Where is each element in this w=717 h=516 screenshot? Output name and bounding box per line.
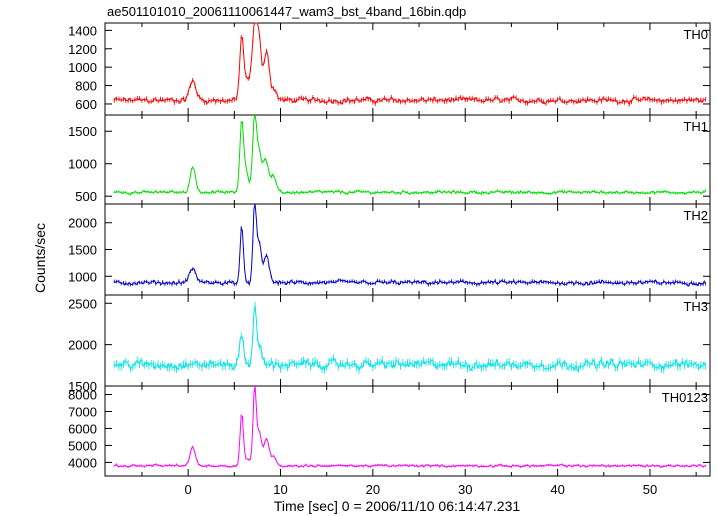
panel-frame	[104, 114, 711, 205]
x-axis-label: Time [sec] 0 = 2006/11/10 06:14:47.231	[274, 498, 521, 514]
series-line-th1	[114, 114, 706, 196]
panel-label: TH3	[683, 299, 708, 314]
x-tick-label: 10	[273, 482, 287, 497]
y-tick-label: 2000	[68, 216, 97, 231]
error-bars-th0	[113, 23, 706, 107]
y-axis-label: Counts/sec	[32, 223, 48, 293]
y-tick-label: 6000	[68, 421, 97, 436]
panel-th0: 600 800 1000 1200 1400 TH0	[68, 22, 711, 116]
series-line-th2	[113, 203, 706, 288]
y-tick-label: 1500	[68, 124, 97, 139]
y-tick-label: 2000	[68, 338, 97, 353]
y-tick-label: 1400	[68, 23, 97, 38]
y-tick-label: 5000	[68, 438, 97, 453]
y-tick-label: 8000	[68, 387, 97, 402]
y-tick-label: 500	[75, 189, 97, 204]
x-tick-label: 0	[185, 482, 192, 497]
y-tick-label: 4000	[68, 455, 97, 470]
y-tick-label: 1500	[68, 379, 97, 394]
panel-label: TH1	[683, 119, 708, 134]
y-tick-label: 1000	[68, 60, 97, 75]
y-tick-label: 1200	[68, 42, 97, 57]
x-tick-label: 50	[643, 482, 657, 497]
y-tick-label: 800	[75, 79, 97, 94]
series-line-th0123	[114, 385, 706, 468]
y-tick-label: 2500	[68, 296, 97, 311]
panel-th1: 500 1000 1500 TH1	[68, 114, 711, 205]
error-bars-th1	[113, 121, 706, 196]
panel-label: TH2	[683, 208, 708, 223]
error-bars-th0123	[113, 386, 706, 469]
panel-th0123: 4000 5000 6000 7000 8000 TH0123	[68, 385, 711, 477]
panel-frame	[104, 294, 711, 387]
x-tick-label: 40	[550, 482, 564, 497]
x-tick-label: 20	[366, 482, 380, 497]
y-tick-label: 600	[75, 97, 97, 112]
y-tick-label: 1000	[68, 269, 97, 284]
y-tick-label: 7000	[68, 404, 97, 419]
chart-title: ae501101010_20061110061447_wam3_bst_4ban…	[107, 4, 466, 19]
x-tick-label: 30	[458, 482, 472, 497]
y-tick-label: 1000	[68, 157, 97, 172]
panel-th3: 1500 2000 2500 TH3	[68, 294, 711, 394]
y-tick-label: 1500	[68, 243, 97, 258]
panel-label: TH0123	[662, 390, 708, 405]
error-bars-th2	[113, 226, 706, 287]
series-line-th0	[113, 22, 706, 107]
panel-label: TH0	[683, 27, 708, 42]
error-bars-th3	[113, 301, 706, 374]
panel-frame	[104, 385, 711, 477]
panel-th2: 1000 1500 2000 TH2	[68, 203, 711, 296]
